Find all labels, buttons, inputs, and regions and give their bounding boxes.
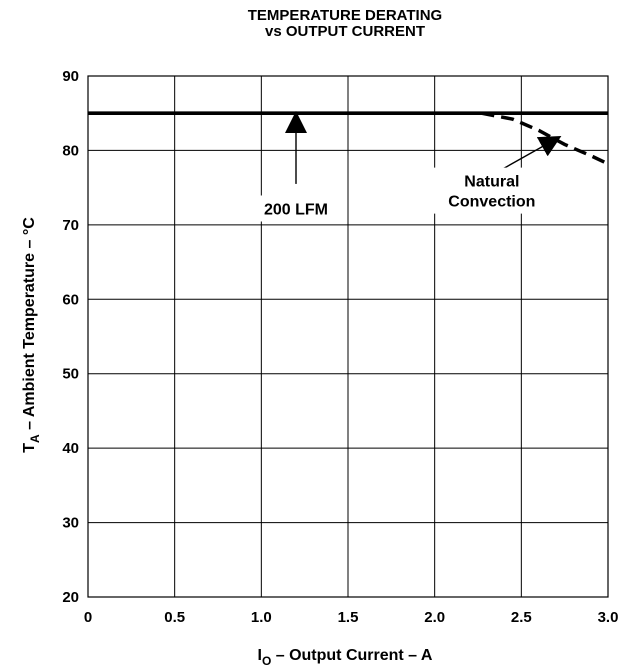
chart-title-line-2: vs OUTPUT CURRENT [264,23,425,40]
y-axis-label-main: T [21,443,38,453]
y-tick-label: 20 [62,589,79,606]
y-axis-label-subscript: A [28,434,42,443]
x-tick-label: 2.5 [511,609,532,626]
x-axis-label-main: I [258,647,262,664]
annotation-natural-convection-label: Natural [464,174,519,191]
x-axis-label-subscript: O [262,654,271,666]
annotation-200-lfm-label-bg [253,195,339,222]
series-layer [88,111,609,166]
annotation-200-lfm-label: 200 LFM [264,201,328,218]
y-tick-label: 60 [62,291,79,308]
y-tick-label: 90 [62,68,79,85]
x-tick-label: 1.5 [338,609,359,626]
annotation-natural-convection-label: Convection [448,194,535,211]
y-axis-label-rest: – Ambient Temperature – °C [21,217,38,435]
x-tick-label: 1.0 [251,609,272,626]
chart-title-line-1: TEMPERATURE DERATING [247,7,443,24]
x-tick-label: 3.0 [598,609,619,626]
plot-frame [87,75,609,598]
x-tick-label: 0 [84,609,92,626]
y-tick-label: 40 [62,440,79,457]
y-tick-label: 80 [62,142,79,159]
natural-convection-line [481,111,609,166]
x-tick-label: 0.5 [164,609,185,626]
annotation-natural-convection-label-bg [433,167,550,214]
y-axis-label: TA – Ambient Temperature – °C [21,217,42,453]
y-tick-label: 30 [62,515,79,532]
y-tick-label: 70 [62,217,79,234]
x-axis-label: IO – Output Current – A [258,647,433,666]
x-axis-label-rest: – Output Current – A [271,647,433,664]
y-tick-label: 50 [62,366,79,383]
annotations: 200 LFM Natural Convection [253,111,562,222]
tick-labels: 0 0.5 1.0 1.5 2.0 2.5 3.0 20 30 40 50 60 70 80 90 [62,68,618,626]
x-tick-label: 2.0 [424,609,445,626]
